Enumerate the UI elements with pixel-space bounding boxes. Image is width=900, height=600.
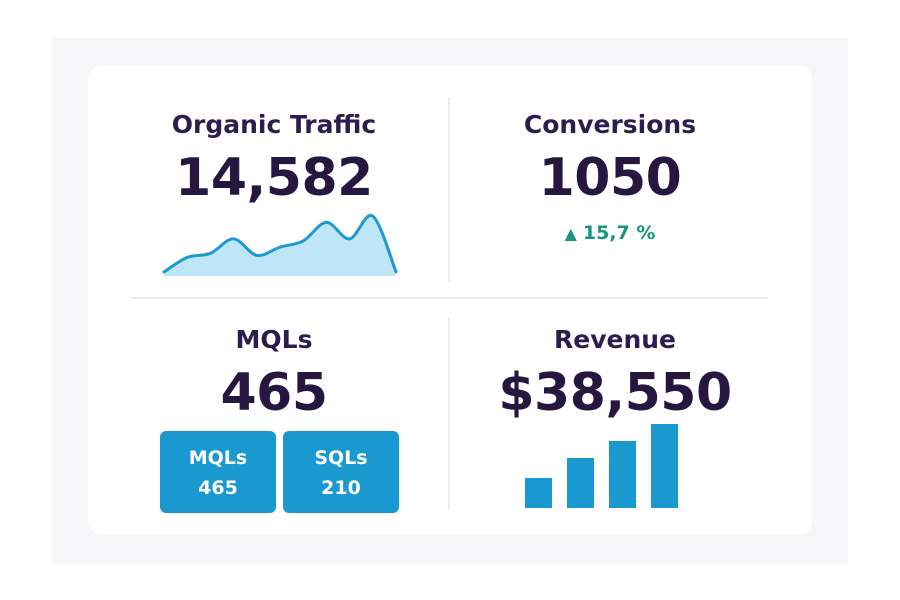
conversions-value: 1050 — [538, 148, 682, 208]
mqls-box: MQLs 465 — [160, 431, 276, 513]
conversions-delta: ▲ 15,7 % — [470, 222, 750, 244]
sparkline-line — [162, 214, 398, 274]
arrow-up-icon: ▲ — [564, 224, 577, 243]
revenue-bar-3 — [609, 441, 636, 508]
organic-traffic-sparkline — [162, 214, 398, 276]
revenue-bar-4 — [651, 424, 678, 508]
vertical-divider-top — [448, 97, 450, 282]
organic-traffic-value: 14,582 — [175, 148, 373, 208]
organic-traffic-label: Organic Traffic — [171, 110, 377, 139]
revenue-value: $38,550 — [498, 363, 732, 423]
mqls-value: 465 — [220, 363, 328, 423]
revenue-bar-chart — [525, 424, 678, 508]
revenue-bar-2 — [567, 458, 594, 508]
sqls-box-value: 210 — [321, 477, 361, 499]
conversions-label: Conversions — [523, 110, 697, 139]
sqls-box: SQLs 210 — [283, 431, 399, 513]
mqls-box-value: 465 — [198, 477, 238, 499]
sparkline-area — [164, 215, 396, 276]
conversions-delta-text: 15,7 % — [582, 222, 656, 244]
sqls-box-label: SQLs — [314, 447, 368, 469]
revenue-bar-1 — [525, 478, 552, 508]
horizontal-divider — [130, 297, 768, 299]
revenue-label: Revenue — [553, 325, 676, 354]
mqls-box-label: MQLs — [188, 447, 248, 469]
mqls-label: MQLs — [235, 325, 313, 354]
vertical-divider-bottom — [448, 317, 450, 509]
